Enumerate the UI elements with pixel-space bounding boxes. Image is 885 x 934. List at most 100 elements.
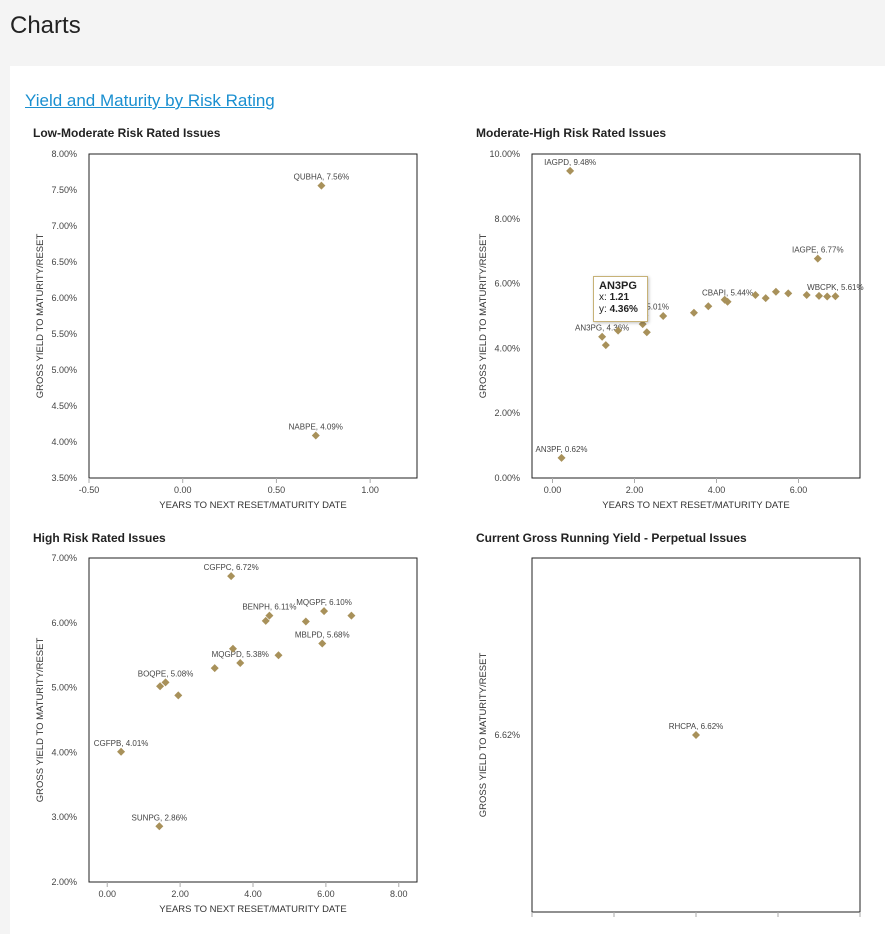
data-label: CGFPB, 4.01% — [94, 739, 149, 748]
data-point — [784, 289, 793, 298]
x-axis-label: YEARS TO NEXT RESET/MATURITY DATE — [159, 904, 346, 915]
y-axis-label: GROSS YIELD TO MATURITY/RESET — [35, 234, 46, 399]
data-point — [642, 328, 651, 337]
y-tick-label: 4.00% — [51, 747, 77, 757]
x-tick-label: 0.50 — [268, 485, 286, 495]
x-tick-label: 6.00 — [317, 889, 335, 899]
tooltip-y: y: 4.36% — [599, 304, 638, 315]
plot-frame-moderate-high — [531, 153, 861, 479]
data-point — [598, 332, 607, 341]
data-point — [265, 611, 274, 620]
y-tick-label: 6.00% — [51, 618, 77, 628]
y-tick-label: 4.00% — [494, 343, 520, 353]
data-point — [831, 292, 840, 301]
data-point — [311, 431, 320, 440]
data-label: MBLPD, 5.68% — [295, 631, 350, 640]
y-tick-label: 10.00% — [489, 149, 520, 159]
section-link[interactable]: Yield and Maturity by Risk Rating — [25, 91, 275, 110]
x-tick-label: 1.00 — [361, 485, 379, 495]
data-point — [274, 651, 283, 660]
x-axis-label: YEARS TO NEXT RESET/MATURITY DATE — [602, 500, 789, 511]
data-point — [117, 747, 126, 756]
data-point — [557, 453, 566, 462]
data-point — [320, 607, 329, 616]
data-point — [301, 617, 310, 626]
x-axis-label: YEARS TO NEXT RESET/MATURITY DATE — [159, 500, 346, 511]
chart-title-perpetual: Current Gross Running Yield - Perpetual … — [476, 531, 747, 545]
x-tick-label: 4.00 — [244, 889, 262, 899]
data-point — [174, 691, 183, 700]
plot-frame-low-moderate — [88, 153, 418, 479]
data-point — [823, 292, 832, 301]
y-axis-label: GROSS YIELD TO MATURITY/RESET — [35, 638, 46, 803]
data-point — [761, 294, 770, 303]
x-tick-label: 2.00 — [626, 485, 644, 495]
y-tick-label: 7.00% — [51, 553, 77, 563]
data-point — [228, 644, 237, 653]
tooltip-title: AN3PG — [599, 280, 637, 292]
y-axis-label: GROSS YIELD TO MATURITY/RESET — [478, 234, 489, 399]
y-tick-label: 8.00% — [494, 214, 520, 224]
data-point — [614, 326, 623, 335]
data-point — [720, 295, 729, 304]
x-tick-label: -0.50 — [79, 485, 100, 495]
x-tick-label: 4.00 — [708, 485, 726, 495]
data-point — [704, 302, 713, 311]
data-point — [318, 639, 327, 648]
y-tick-label: 5.50% — [51, 329, 77, 339]
data-point — [227, 572, 236, 581]
data-label: MQGPF, 6.10% — [296, 598, 352, 607]
data-label: SUNPG, 2.86% — [132, 813, 188, 822]
y-tick-label: 5.00% — [51, 683, 77, 693]
data-label: BOQPE, 5.08% — [138, 669, 194, 678]
data-label: CGFPC, 6.72% — [204, 563, 259, 572]
data-point — [236, 658, 245, 667]
data-point — [566, 166, 575, 175]
data-point — [659, 312, 668, 320]
data-label: AN3PF, 0.62% — [536, 445, 588, 454]
y-tick-label: 4.50% — [51, 401, 77, 411]
y-tick-label: 6.00% — [51, 293, 77, 303]
y-tick-label: 2.00% — [494, 408, 520, 418]
data-point — [689, 308, 698, 317]
data-point — [261, 616, 270, 625]
y-tick-label: 4.00% — [51, 437, 77, 447]
data-point — [813, 254, 822, 263]
x-tick-label: 0.00 — [98, 889, 116, 899]
y-tick-label: 6.50% — [51, 257, 77, 267]
data-point — [771, 287, 780, 296]
x-tick-label: 6.00 — [790, 485, 808, 495]
data-point — [692, 731, 700, 739]
data-label: WBCPK, 5.61% — [807, 283, 863, 292]
y-tick-label: 8.00% — [51, 149, 77, 159]
data-label: MQGPD, 5.38% — [212, 650, 269, 659]
data-point — [347, 611, 356, 620]
chart-tooltip: AN3PG x: 1.21 y: 4.36% — [593, 276, 648, 322]
data-point — [751, 290, 760, 299]
y-tick-label: 3.00% — [51, 812, 77, 822]
chart-title-moderate-high: Moderate-High Risk Rated Issues — [476, 126, 667, 140]
data-label: CBAPI, 5.44% — [702, 289, 753, 298]
data-point — [638, 320, 647, 329]
data-point — [815, 291, 823, 300]
data-label: NABPE, 4.09% — [289, 423, 343, 432]
x-tick-label: 0.00 — [174, 485, 192, 495]
data-label: QUBHA, 7.56% — [294, 173, 350, 182]
data-label: RHCPA, 6.62% — [669, 722, 724, 731]
x-tick-label: 0.00 — [544, 485, 562, 495]
data-point — [601, 341, 610, 350]
y-tick-label: 6.62% — [494, 730, 520, 740]
y-tick-label: 0.00% — [494, 473, 520, 483]
data-label: IAGPE, 6.77% — [792, 246, 844, 255]
data-label: AN3PG, 4.36% — [575, 324, 629, 333]
data-label: BENPH, 6.11% — [242, 603, 296, 612]
y-axis-label: GROSS YIELD TO MATURITY/RESET — [478, 653, 489, 818]
y-tick-label: 2.00% — [51, 877, 77, 887]
x-tick-label: 8.00 — [390, 889, 408, 899]
chart-title-high: High Risk Rated Issues — [33, 531, 166, 545]
page-title: Charts — [10, 12, 81, 39]
x-tick-label: 2.00 — [171, 889, 189, 899]
y-tick-label: 5.00% — [51, 365, 77, 375]
charts-panel — [10, 66, 885, 934]
